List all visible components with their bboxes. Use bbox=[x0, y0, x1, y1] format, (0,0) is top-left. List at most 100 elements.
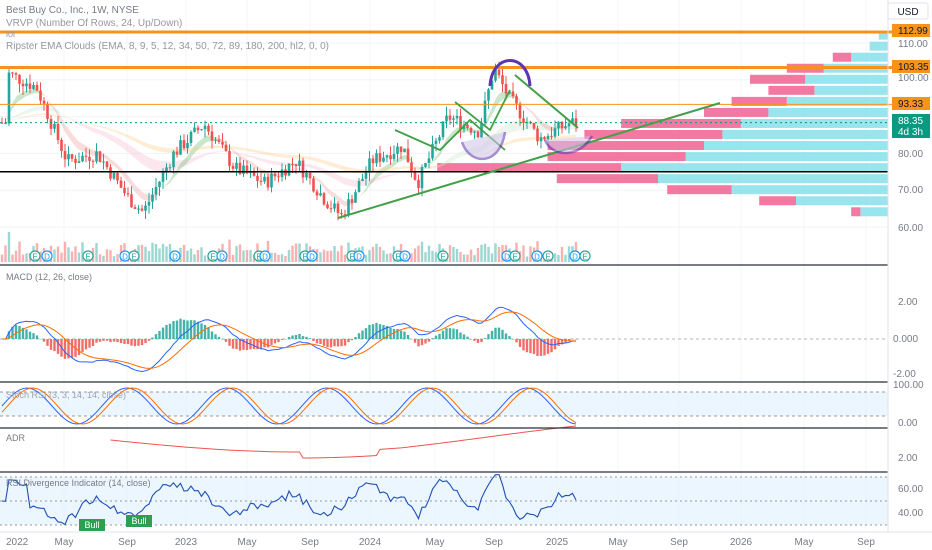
adr-title[interactable]: ADR bbox=[6, 433, 26, 443]
volume-bar bbox=[298, 243, 301, 262]
macd-histogram-bar bbox=[508, 336, 511, 339]
macd-histogram-bar bbox=[455, 329, 459, 339]
ema-cloud-segment bbox=[12, 114, 16, 120]
candle-body bbox=[389, 155, 392, 160]
candle-body bbox=[326, 204, 329, 209]
ema-cloud-segment bbox=[79, 122, 83, 127]
ema-cloud-segment bbox=[23, 109, 27, 115]
ema-cloud-segment bbox=[166, 180, 170, 186]
candle-body bbox=[501, 75, 504, 85]
indicator-clouds-label[interactable]: Ripster EMA Clouds (EMA, 8, 9, 5, 12, 34… bbox=[6, 41, 329, 52]
macd-histogram-bar bbox=[67, 339, 70, 359]
ema-cloud-segment bbox=[331, 190, 335, 198]
ema-cloud-slow-segment bbox=[51, 113, 55, 116]
candle-body bbox=[350, 199, 354, 203]
trend-drawings[interactable] bbox=[337, 59, 721, 219]
volume-bar bbox=[109, 250, 112, 262]
ema-cloud-segment bbox=[250, 155, 254, 159]
candle-body bbox=[371, 158, 375, 164]
candle-body bbox=[228, 150, 231, 166]
triangle-mid bbox=[454, 89, 511, 132]
ema-cloud-segment bbox=[275, 161, 279, 166]
volume-bar bbox=[557, 254, 560, 262]
candle-body bbox=[242, 165, 245, 174]
ema-cloud-slow-segment bbox=[338, 164, 342, 170]
candle-body bbox=[319, 193, 322, 196]
ema-cloud-segment bbox=[54, 106, 58, 117]
macd-title[interactable]: MACD (12, 26, close) bbox=[6, 272, 92, 282]
countdown-text: 4d 3h bbox=[898, 127, 923, 138]
ema-cloud-slow-segment bbox=[37, 113, 41, 116]
pane-separators[interactable] bbox=[0, 0, 932, 533]
ema-cloud-segment bbox=[23, 90, 27, 99]
ema-cloud-segment bbox=[369, 178, 373, 184]
time-label-2022: 2022 bbox=[6, 537, 29, 548]
ema-cloud-segment bbox=[380, 176, 384, 180]
macd-histogram-bar bbox=[221, 339, 224, 340]
macd-histogram-bar bbox=[21, 327, 25, 339]
volume-bar bbox=[200, 247, 203, 262]
stoch-pane bbox=[1, 387, 577, 425]
volume-bar bbox=[326, 251, 329, 262]
ema-cloud-slow-segment bbox=[520, 137, 524, 142]
ema-cloud-segment bbox=[485, 115, 489, 127]
macd-histogram-bar bbox=[168, 323, 172, 339]
vrvp-down-bar bbox=[704, 107, 769, 117]
ema-cloud-slow-segment bbox=[65, 117, 69, 119]
ema-cloud-slow-segment bbox=[100, 125, 104, 129]
ema-cloud-segment bbox=[121, 167, 125, 178]
ema-cloud-segment bbox=[439, 162, 443, 168]
macd-histogram-bar bbox=[392, 328, 396, 339]
volume-bar bbox=[74, 246, 77, 262]
candle-body bbox=[403, 148, 406, 153]
candle-body bbox=[546, 135, 550, 140]
volume-bar bbox=[116, 254, 119, 262]
event-marker-label: E bbox=[545, 253, 550, 262]
ema-cloud-slow-segment bbox=[128, 134, 132, 140]
ema-cloud-segment bbox=[96, 128, 100, 135]
ema-cloud-slow-segment bbox=[194, 146, 198, 151]
macd-histogram-bar bbox=[434, 335, 438, 339]
volume-bar bbox=[553, 253, 557, 262]
ema-cloud-slow-segment bbox=[275, 153, 279, 158]
ema-cloud-segment bbox=[537, 122, 541, 131]
stoch-title[interactable]: Stoch RSI (3, 3, 14, 14, close) bbox=[6, 390, 126, 400]
macd-histogram-bar bbox=[53, 339, 56, 352]
volume-bar bbox=[462, 254, 466, 262]
candle-body bbox=[4, 122, 7, 124]
event-marker-label: E bbox=[440, 253, 445, 262]
time-label-sep22: Sep bbox=[118, 537, 136, 548]
candle-body bbox=[560, 121, 564, 129]
ema-cloud-slow-segment bbox=[282, 154, 286, 158]
ema-cloud-segment bbox=[222, 151, 226, 152]
volume-bar bbox=[238, 244, 242, 262]
event-marker bbox=[29, 250, 41, 262]
candle-body bbox=[515, 96, 518, 104]
indicator-vrvp-label[interactable]: VRVP (Number Of Rows, 24, Up/Down) bbox=[6, 18, 182, 29]
macd-histogram-bar bbox=[77, 339, 81, 356]
macd-histogram-bar bbox=[336, 339, 340, 347]
ema-cloud-slow-segment bbox=[96, 125, 100, 128]
ema-cloud-segment bbox=[128, 175, 132, 188]
candle-body bbox=[413, 171, 417, 180]
ema-cloud-slow-segment bbox=[163, 147, 167, 153]
rsi-title[interactable]: RSI Divergence Indicator (14, close) bbox=[6, 478, 151, 488]
ema-cloud-segment bbox=[569, 124, 573, 130]
candle-body bbox=[298, 160, 301, 166]
currency-button[interactable] bbox=[887, 2, 929, 20]
macd-histogram-bar bbox=[301, 336, 305, 339]
event-marker-label: E bbox=[302, 253, 307, 262]
stoch-band bbox=[0, 391, 888, 417]
macd-histogram-bar bbox=[242, 339, 245, 350]
ema-cloud-segment bbox=[390, 173, 394, 177]
ema-cloud-slow-segment bbox=[565, 135, 569, 139]
ema-cloud-segment bbox=[30, 107, 34, 113]
ema-cloud-segment bbox=[135, 184, 139, 196]
ema-cloud-slow-segment bbox=[114, 129, 118, 133]
horizontal-levels[interactable] bbox=[0, 30, 892, 173]
volume-bar bbox=[144, 246, 147, 262]
ema-cloud-segment bbox=[432, 156, 436, 163]
candlesticks bbox=[0, 61, 578, 221]
